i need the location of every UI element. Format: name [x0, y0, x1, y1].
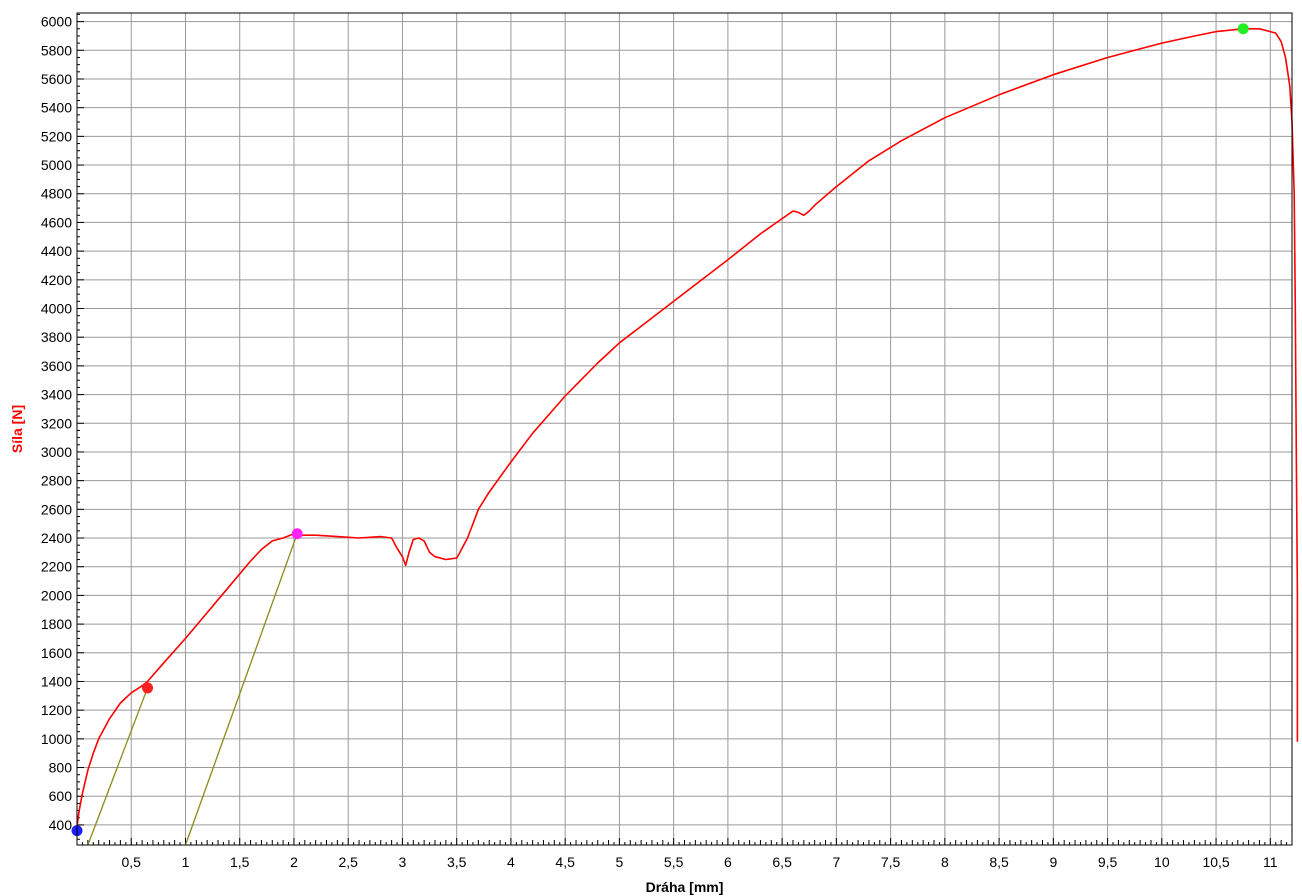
x-tick-label: 5,5 [664, 854, 684, 870]
x-tick-label: 10,5 [1202, 854, 1229, 870]
y-tick-label: 5000 [41, 157, 72, 173]
x-tick-label: 7 [832, 854, 840, 870]
x-tick-label: 11 [1263, 854, 1278, 870]
y-tick-label: 1200 [41, 702, 72, 718]
data-point-marker [142, 682, 154, 694]
offset-line [184, 533, 298, 846]
markers [71, 23, 1249, 837]
x-tick-label: 1,5 [230, 854, 250, 870]
x-tick-label: 3,5 [447, 854, 467, 870]
y-tick-label: 4400 [41, 243, 72, 259]
y-tick-label: 2600 [41, 501, 72, 517]
x-axis-title: Dráha [mm] [646, 879, 724, 895]
x-tick-label: 6,5 [772, 854, 792, 870]
x-tick-label: 9,5 [1098, 854, 1118, 870]
minor-ticks [76, 13, 1293, 845]
x-tick-label: 2,5 [338, 854, 358, 870]
y-tick-label: 800 [49, 760, 73, 776]
y-tick-label: 3200 [41, 415, 72, 431]
x-tick-label: 4,5 [555, 854, 575, 870]
y-tick-label: 5200 [41, 128, 72, 144]
x-tick-label: 7,5 [881, 854, 901, 870]
y-tick-label: 2800 [41, 473, 72, 489]
x-tick-label: 1 [182, 854, 190, 870]
offset-lines [87, 533, 298, 846]
data-point-marker [291, 528, 303, 540]
y-tick-label: 1600 [41, 645, 72, 661]
y-tick-label: 4800 [41, 186, 72, 202]
offset-line [87, 687, 149, 846]
y-tick-label: 2200 [41, 559, 72, 575]
y-tick-label: 5800 [41, 42, 72, 58]
data-point-marker [1237, 23, 1249, 35]
y-tick-label: 6000 [41, 14, 72, 30]
x-tick-label: 10 [1154, 854, 1170, 870]
y-tick-label: 600 [49, 788, 73, 804]
y-tick-label: 2400 [41, 530, 72, 546]
y-tick-label: 1000 [41, 731, 72, 747]
y-tick-label: 4200 [41, 272, 72, 288]
x-tick-label: 9 [1049, 854, 1057, 870]
y-tick-label: 400 [49, 817, 73, 833]
x-tick-label: 2 [290, 854, 298, 870]
x-tick-label: 0,5 [122, 854, 142, 870]
x-tick-label: 8 [941, 854, 949, 870]
series-line [76, 27, 1299, 827]
y-tick-label: 4600 [41, 214, 72, 230]
y-tick-label: 3400 [41, 387, 72, 403]
y-tick-label: 3600 [41, 358, 72, 374]
series [76, 27, 1299, 827]
y-tick-label: 3000 [41, 444, 72, 460]
x-tick-label: 3 [399, 854, 407, 870]
x-tick-label: 6 [724, 854, 732, 870]
y-tick-label: 1400 [41, 673, 72, 689]
y-tick-label: 5400 [41, 100, 72, 116]
x-tick-label: 5 [616, 854, 624, 870]
y-tick-label: 5600 [41, 71, 72, 87]
grid [77, 13, 1292, 845]
y-axis-title: Síla [N] [9, 405, 25, 453]
y-tick-label: 2000 [41, 587, 72, 603]
y-tick-label: 4000 [41, 301, 72, 317]
x-tick-label: 4 [507, 854, 515, 870]
x-tick-label: 8,5 [989, 854, 1009, 870]
y-tick-label: 3800 [41, 329, 72, 345]
y-tick-label: 1800 [41, 616, 72, 632]
tick-labels: 0,5 1 1,5 2 2,5 3 3,5 4 4,5 5 5,5 6 6,5 7 7,5 8 8,5 9 9,5 1… [41, 14, 1278, 870]
plot-frame [76, 12, 1293, 846]
